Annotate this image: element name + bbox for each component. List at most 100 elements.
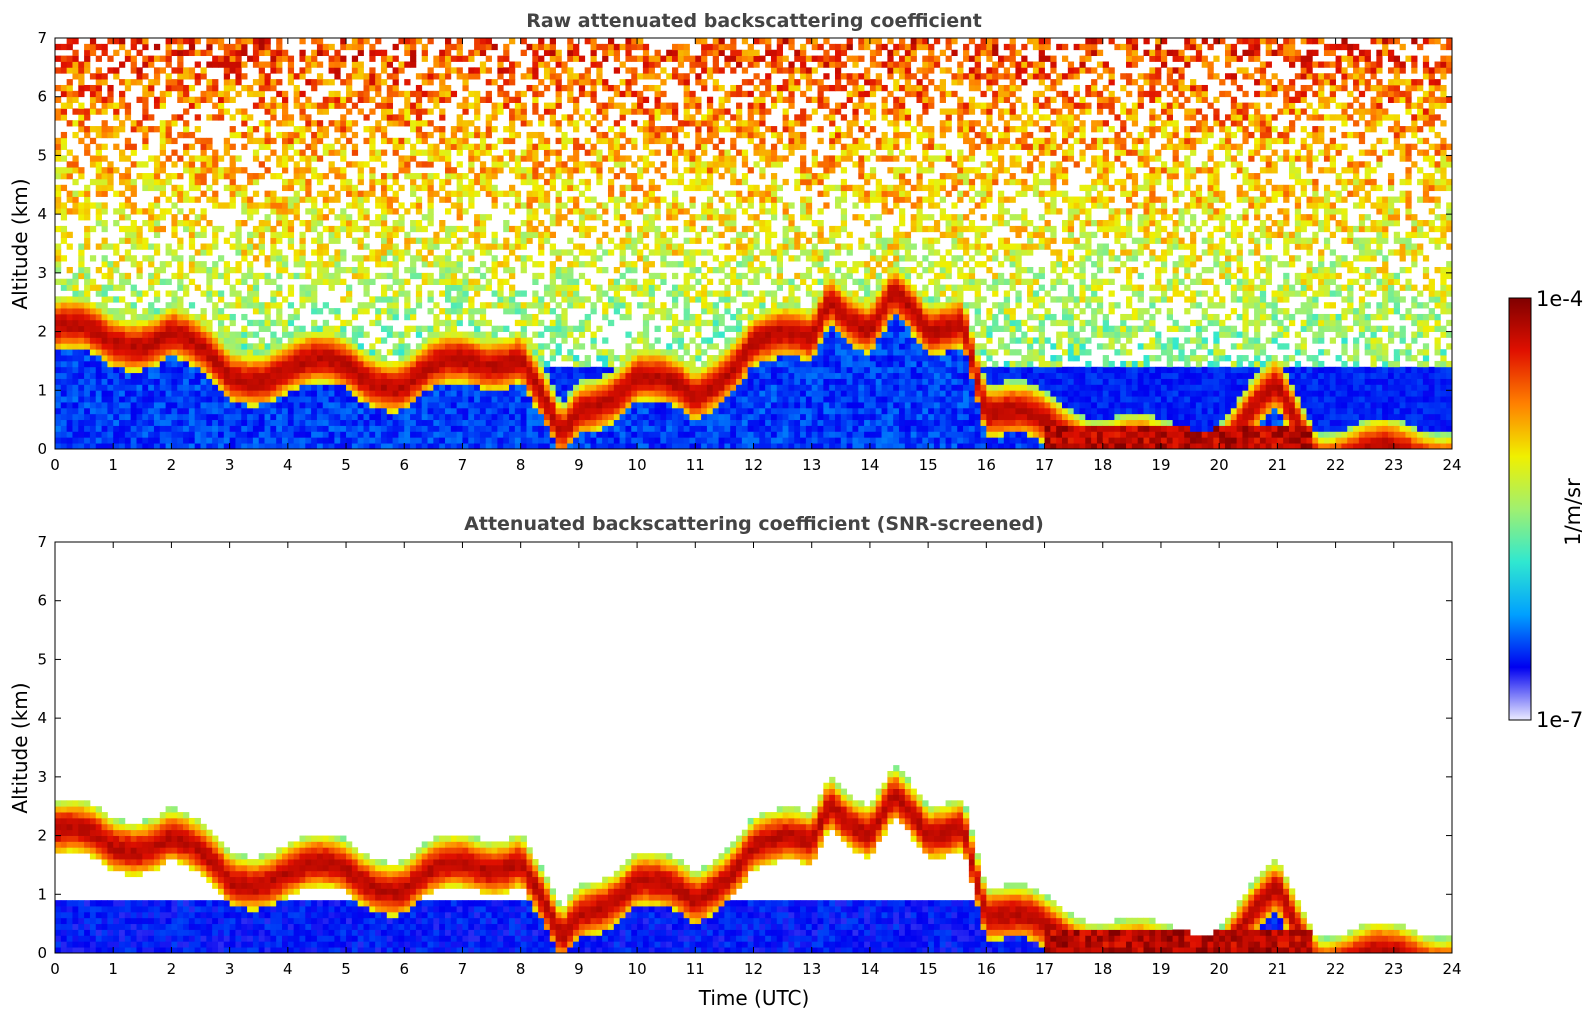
heatmap-cell	[287, 349, 295, 356]
heatmap-cell	[282, 49, 289, 57]
heatmap-cell	[660, 366, 667, 374]
heatmap-cell	[642, 161, 650, 168]
heatmap-cell	[311, 49, 318, 57]
heatmap-cell	[619, 143, 626, 150]
heatmap-cell	[72, 349, 79, 356]
heatmap-cell	[252, 331, 260, 338]
heatmap-cell	[357, 167, 364, 174]
heatmap-cell	[72, 61, 79, 68]
heatmap-cell	[386, 396, 394, 403]
heatmap-cell	[380, 378, 388, 385]
heatmap-cell	[119, 284, 126, 291]
heatmap-cell	[72, 425, 79, 432]
heatmap-cell	[660, 355, 667, 362]
heatmap-cell	[596, 79, 603, 86]
heatmap-cell	[538, 331, 545, 338]
heatmap-cell	[153, 167, 161, 174]
heatmap-cell	[386, 437, 394, 444]
heatmap-cell	[316, 337, 324, 344]
heatmap-cell	[217, 96, 225, 103]
heatmap-cell	[369, 296, 376, 303]
heatmap-cell	[346, 84, 353, 92]
heatmap-cell	[78, 114, 85, 121]
heatmap-cell	[509, 337, 516, 344]
heatmap-cell	[363, 308, 370, 315]
heatmap-cell	[660, 425, 667, 432]
heatmap-cell	[445, 84, 452, 92]
heatmap-cell	[89, 402, 97, 409]
heatmap-cell	[468, 402, 475, 409]
heatmap-cell	[60, 296, 68, 303]
heatmap-cell	[293, 196, 300, 203]
heatmap-cell	[433, 372, 440, 379]
heatmap-cell	[305, 67, 312, 74]
heatmap-cell	[369, 184, 376, 192]
heatmap-cell	[66, 296, 73, 303]
heatmap-cell	[188, 343, 196, 350]
heatmap-cell	[584, 178, 591, 186]
heatmap-cell	[625, 278, 632, 285]
heatmap-cell	[84, 290, 91, 297]
heatmap-cell	[148, 372, 155, 379]
heatmap-cell	[252, 290, 260, 297]
heatmap-cell	[217, 296, 225, 303]
heatmap-cell	[485, 149, 492, 156]
heatmap-cell	[223, 73, 231, 80]
heatmap-cell	[520, 266, 527, 274]
heatmap-cell	[613, 120, 621, 127]
heatmap-cell	[619, 90, 626, 98]
heatmap-cell	[404, 419, 411, 426]
heatmap-cell	[456, 114, 463, 121]
heatmap-cell	[631, 102, 638, 109]
heatmap-cell	[270, 231, 277, 239]
heatmap-cell	[124, 272, 132, 280]
heatmap-cell	[119, 390, 126, 397]
heatmap-cell	[462, 272, 469, 280]
heatmap-cell	[171, 419, 178, 426]
heatmap-cell	[107, 167, 114, 174]
heatmap-cell	[95, 308, 102, 315]
heatmap-cell	[392, 255, 399, 262]
heatmap-cell	[503, 355, 510, 362]
heatmap-cell	[148, 355, 155, 362]
heatmap-cell	[439, 184, 446, 192]
heatmap-cell	[72, 131, 79, 139]
heatmap-cell	[485, 378, 492, 385]
heatmap-cell	[206, 360, 213, 368]
heatmap-cell	[543, 190, 551, 197]
heatmap-cell	[258, 231, 265, 239]
heatmap-cell	[410, 437, 417, 444]
heatmap-cell	[351, 61, 359, 68]
heatmap-cell	[660, 102, 667, 109]
heatmap-cell	[404, 278, 411, 285]
heatmap-cell	[631, 43, 638, 51]
heatmap-cell	[89, 325, 97, 332]
heatmap-cell	[590, 302, 597, 309]
heatmap-cell	[479, 343, 487, 350]
heatmap-cell	[538, 190, 545, 197]
heatmap-cell	[252, 278, 260, 285]
heatmap-cell	[299, 443, 306, 450]
heatmap-cell	[101, 372, 108, 379]
heatmap-cell	[206, 243, 213, 250]
heatmap-cell	[171, 114, 178, 121]
heatmap-cell	[578, 319, 586, 327]
heatmap-cell	[509, 225, 516, 233]
heatmap-cell	[282, 396, 289, 403]
heatmap-cell	[415, 349, 423, 356]
heatmap-cell	[456, 120, 463, 127]
heatmap-cell	[607, 249, 615, 256]
heatmap-cell	[538, 38, 545, 45]
heatmap-cell	[666, 108, 673, 115]
heatmap-cell	[351, 131, 359, 139]
heatmap-cell	[311, 390, 318, 397]
heatmap-cell	[602, 360, 609, 368]
heatmap-cell	[206, 296, 213, 303]
heatmap-cell	[247, 84, 254, 92]
heatmap-cell	[607, 278, 615, 285]
heatmap-cell	[258, 202, 265, 209]
heatmap-cell	[107, 390, 114, 397]
heatmap-cell	[526, 137, 533, 145]
heatmap-cell	[509, 437, 516, 444]
heatmap-cell	[392, 173, 399, 180]
